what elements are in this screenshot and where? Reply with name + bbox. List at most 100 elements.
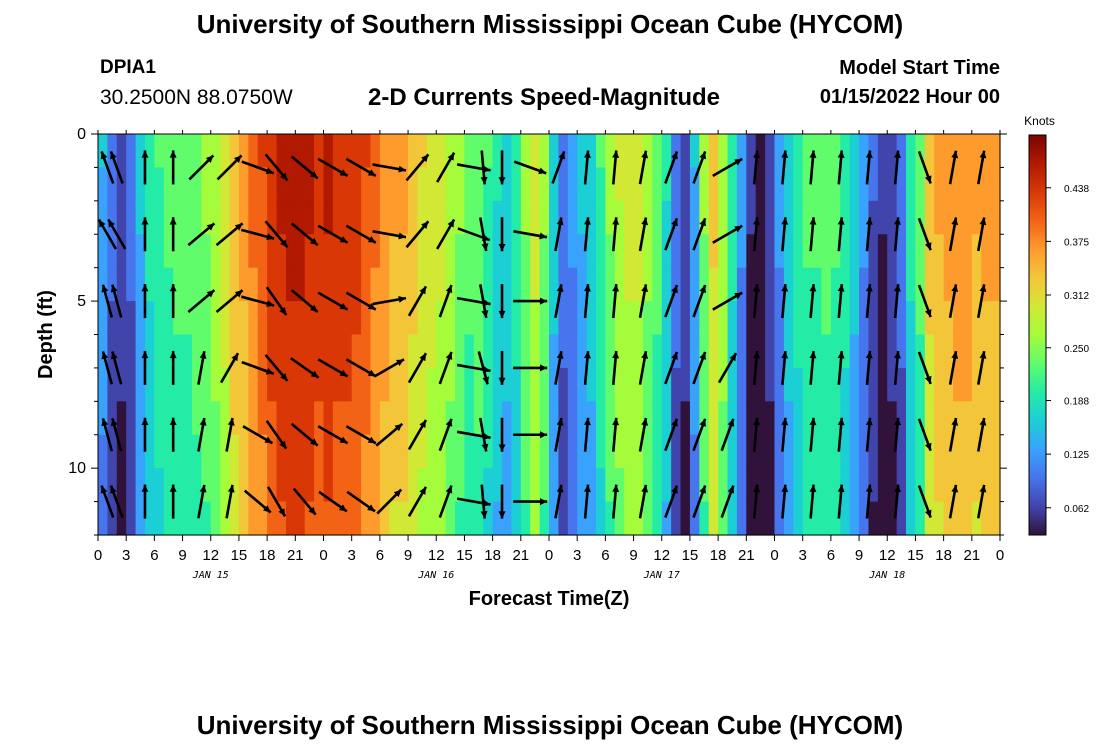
heatmap-cell [633,334,644,369]
heatmap-cell [426,267,437,302]
heatmap-cell [896,301,907,336]
heatmap-cell [549,401,559,436]
heatmap-cell [220,334,231,369]
heatmap-cell [586,367,597,402]
heatmap-cell [859,434,870,469]
heatmap-cell [661,468,672,503]
heatmap-cell [483,167,494,202]
current-arrow [781,484,789,519]
heatmap-cell [868,334,879,369]
heatmap-cell [473,367,484,402]
heatmap-cell [793,468,804,503]
heatmap-cell [408,334,419,369]
heatmap-cell [144,334,155,369]
heatmap-cell [426,501,437,536]
heatmap-cell [896,134,907,169]
heatmap-cell [229,167,240,202]
heatmap-cell [351,468,362,503]
heatmap-cell [802,334,813,369]
current-arrow [169,484,177,519]
heatmap-cell [304,367,315,402]
x-tick-label: 3 [122,547,130,564]
heatmap-cell [182,200,193,235]
heatmap-cell [642,501,653,536]
heatmap-cell [736,301,747,336]
heatmap-cell [699,134,710,169]
heatmap-cell [614,501,625,536]
station-coordinates: 30.2500N 88.0750W [100,86,293,109]
heatmap-cell [464,367,475,402]
heatmap-cell [718,434,729,469]
colorbar-tick-label: 0.188 [1064,397,1089,408]
heatmap-cell [906,200,917,235]
heatmap-cell [924,301,935,336]
heatmap-cell [727,468,738,503]
heatmap-cell [173,200,184,235]
heatmap-cell [877,367,888,402]
heatmap-cell [257,334,268,369]
heatmap-cell [173,367,184,402]
current-arrow [345,358,377,378]
heatmap-cell [445,167,456,202]
heatmap-cell [783,234,794,269]
heatmap-cell [727,200,738,235]
colorbar-tick-label: 0.438 [1064,184,1089,195]
heatmap-cell [163,267,174,302]
y-tick-label: 5 [77,293,86,310]
heatmap-cell [671,468,682,503]
heatmap-cell [849,167,860,202]
heatmap-cell [783,401,794,436]
heatmap-cell [473,468,484,503]
current-arrow [917,418,932,452]
heatmap-cell [314,468,325,503]
heatmap-cell [398,501,409,536]
heatmap-cell [426,434,437,469]
heatmap-cell [511,234,522,269]
heatmap-cell [736,134,747,169]
heatmap-cell [370,200,381,235]
heatmap-cell [614,334,625,369]
heatmap-cell [295,167,306,202]
heatmap-cell [680,367,691,402]
heatmap-cell [323,367,334,402]
heatmap-cell [558,134,569,169]
heatmap-cell [492,468,503,503]
current-arrow [513,431,548,439]
x-tick-label: 15 [907,547,924,564]
heatmap-cell [455,334,466,369]
heatmap-cell [389,234,400,269]
heatmap-cell [887,167,898,202]
heatmap-cell [953,334,964,369]
heatmap-cell [314,301,325,336]
heatmap-cell [746,334,757,369]
heatmap-cell [398,301,409,336]
heatmap-cell [614,234,625,269]
current-arrow [917,485,932,519]
current-arrow [837,150,845,185]
heatmap-cell [605,468,616,503]
heatmap-cell [530,134,541,169]
heatmap-cell [830,134,841,169]
heatmap-cell [680,434,691,469]
heatmap-cell [605,267,616,302]
heatmap-cell [238,134,249,169]
heatmap-cell [718,401,729,436]
heatmap-cell [652,468,663,503]
heatmap-cell [483,301,494,336]
heatmap-cell [295,301,306,336]
current-arrow [97,218,118,250]
heatmap-cell [238,401,249,436]
heatmap-cell [370,468,381,503]
heatmap-cell [558,468,569,503]
x-tick-label: 12 [653,547,670,564]
current-arrow [141,284,149,319]
heatmap-cell [962,501,973,536]
heatmap-cell [812,134,823,169]
heatmap-cell [689,234,700,269]
heatmap-cell [868,434,879,469]
current-arrow [583,350,591,385]
heatmap-cell [182,367,193,402]
heatmap-cell [896,501,907,536]
heatmap-cell [379,134,390,169]
heatmap-cell [859,134,870,169]
